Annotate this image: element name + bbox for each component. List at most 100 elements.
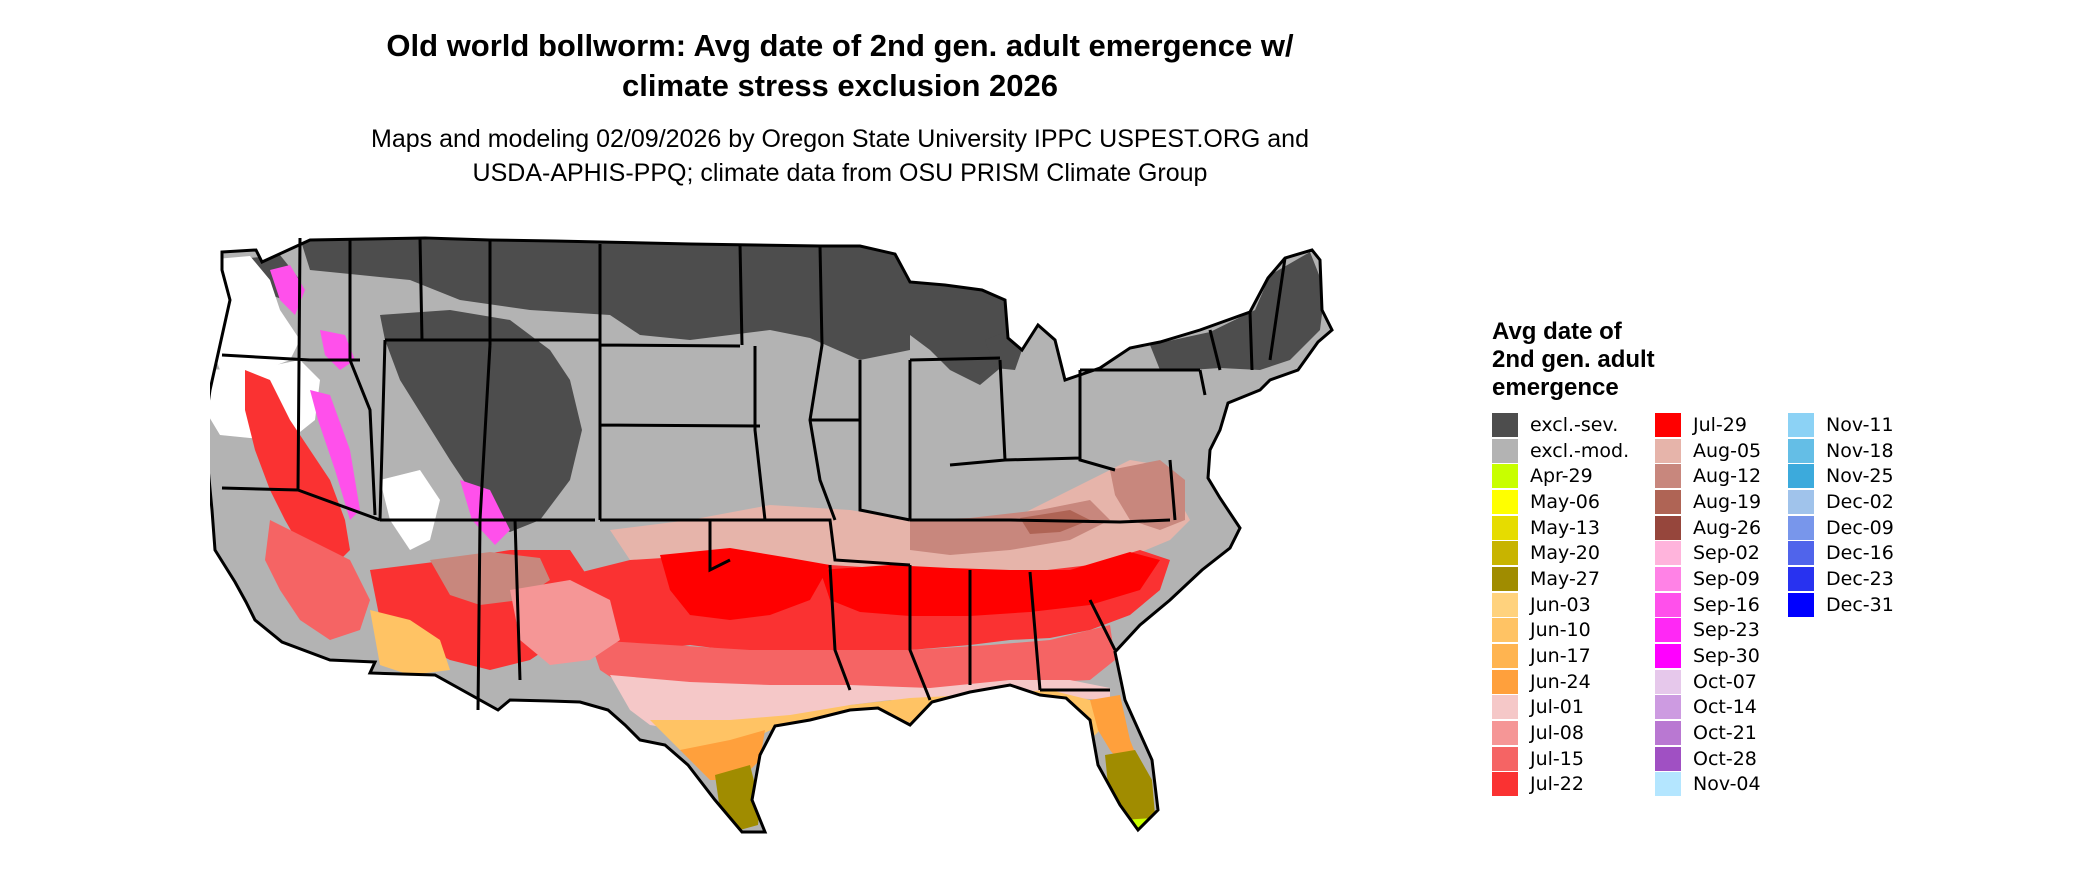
- legend-swatch: [1655, 721, 1681, 746]
- state-lines: [221, 237, 1287, 711]
- region-red-light-california-south: [265, 520, 370, 640]
- legend-label: Oct-07: [1693, 670, 1757, 693]
- legend-title-line-3: emergence: [1492, 374, 1619, 401]
- legend-label: Jun-10: [1530, 619, 1591, 642]
- legend-label: Apr-29: [1530, 465, 1593, 488]
- legend-item: Oct-14: [1655, 695, 1761, 721]
- legend-swatch: [1655, 618, 1681, 643]
- legend-item: Jul-01: [1492, 695, 1629, 721]
- legend-swatch: [1492, 438, 1518, 463]
- region-severe-north-plains: [300, 238, 910, 360]
- legend-swatch: [1788, 489, 1814, 514]
- legend-swatch: [1788, 566, 1814, 591]
- legend-item: excl.-mod.: [1492, 438, 1629, 464]
- legend-item: Jul-29: [1655, 412, 1761, 438]
- legend-swatch: [1788, 541, 1814, 566]
- legend-item: Jun-17: [1492, 643, 1629, 669]
- legend-swatch: [1655, 695, 1681, 720]
- legend-label: May-06: [1530, 490, 1600, 513]
- legend-swatch: [1788, 592, 1814, 617]
- legend-item: May-06: [1492, 489, 1629, 515]
- legend-label: Jun-17: [1530, 645, 1591, 668]
- legend-item: Aug-19: [1655, 489, 1761, 515]
- region-red-deep-oklahoma: [660, 548, 830, 620]
- legend-label: Aug-26: [1693, 516, 1762, 539]
- legend-column-2: Jul-29 Aug-05 Aug-12 Aug-19 Aug-26 Sep-02 Sep-…: [1655, 412, 1761, 797]
- legend-item: Sep-09: [1655, 566, 1761, 592]
- legend-swatch: [1655, 566, 1681, 591]
- region-rose-new-mexico: [510, 580, 620, 665]
- legend-label: Dec-02: [1826, 490, 1894, 513]
- legend-label: May-27: [1530, 567, 1600, 590]
- legend-item: Sep-16: [1655, 592, 1761, 618]
- legend-swatch: [1492, 566, 1518, 591]
- map-subtitle-line-1: Maps and modeling 02/09/2026 by Oregon S…: [371, 125, 1309, 153]
- region-olive-florida: [1105, 750, 1155, 832]
- legend-swatch: [1655, 464, 1681, 489]
- legend-label: Oct-28: [1693, 747, 1757, 770]
- legend-swatch: [1492, 772, 1518, 797]
- state-boundaries: [210, 236, 1334, 834]
- region-white-pacific-northwest: [210, 256, 300, 375]
- legend-item: Dec-23: [1788, 566, 1894, 592]
- legend-item: Dec-16: [1788, 540, 1894, 566]
- legend-swatch: [1655, 644, 1681, 669]
- legend-label: Aug-05: [1693, 439, 1762, 462]
- legend-swatch: [1788, 464, 1814, 489]
- legend-item: Nov-18: [1788, 438, 1894, 464]
- legend-item: Dec-09: [1788, 515, 1894, 541]
- legend-label: Dec-09: [1826, 516, 1894, 539]
- legend-label: Dec-31: [1826, 593, 1894, 616]
- us-emergence-map: [210, 236, 1334, 834]
- region-magenta-utah-fringe: [460, 480, 510, 545]
- legend-item: excl.-sev.: [1492, 412, 1629, 438]
- map-title-line-1: Old world bollworm: Avg date of 2nd gen.…: [386, 28, 1294, 63]
- legend-label: Jun-03: [1530, 593, 1591, 616]
- region-magenta-washington: [270, 265, 305, 315]
- legend-swatch: [1655, 412, 1681, 437]
- region-brown-midsouth: [610, 460, 1190, 580]
- legend-title: Avg date of 2nd gen. adult emergence: [1492, 318, 1655, 402]
- legend-label: May-20: [1530, 542, 1600, 565]
- legend-label: Sep-30: [1693, 645, 1760, 668]
- region-red-light-gulf: [590, 625, 1115, 690]
- legend-swatch: [1492, 746, 1518, 771]
- legend-item: Oct-21: [1655, 720, 1761, 746]
- legend-item: May-13: [1492, 515, 1629, 541]
- legend-swatch: [1492, 721, 1518, 746]
- legend-item: Jun-24: [1492, 669, 1629, 695]
- region-severe-rockies: [380, 310, 582, 532]
- legend-swatch: [1492, 618, 1518, 643]
- legend-label: Nov-11: [1826, 413, 1894, 436]
- legend-item: Nov-25: [1788, 463, 1894, 489]
- legend-label: excl.-mod.: [1530, 439, 1630, 462]
- region-orange-sonoran: [370, 610, 450, 675]
- legend-swatch: [1655, 772, 1681, 797]
- legend-label: Oct-21: [1693, 722, 1757, 745]
- region-brown-mid-atlantic: [1110, 460, 1185, 530]
- legend-label: excl.-sev.: [1530, 413, 1619, 436]
- legend-swatch: [1655, 489, 1681, 514]
- legend-item: Oct-28: [1655, 746, 1761, 772]
- legend-label: Dec-16: [1826, 542, 1894, 565]
- legend-label: Aug-12: [1693, 465, 1762, 488]
- region-red-deep-mississippi: [820, 552, 1160, 616]
- legend-label: Aug-19: [1693, 490, 1762, 513]
- legend-item: Aug-26: [1655, 515, 1761, 541]
- legend-label: Dec-23: [1826, 567, 1894, 590]
- legend-swatch: [1655, 515, 1681, 540]
- legend-label: Sep-02: [1693, 542, 1760, 565]
- region-white-great-basin: [380, 470, 440, 550]
- legend-label: Nov-18: [1826, 439, 1894, 462]
- legend-label: Nov-04: [1693, 773, 1761, 796]
- legend-swatch: [1492, 669, 1518, 694]
- legend-swatch: [1492, 489, 1518, 514]
- legend-item: Dec-31: [1788, 592, 1894, 618]
- legend-swatch: [1788, 412, 1814, 437]
- legend-item: Jul-22: [1492, 772, 1629, 798]
- legend-item: Jul-15: [1492, 746, 1629, 772]
- legend-label: Oct-14: [1693, 696, 1757, 719]
- legend-item: Aug-05: [1655, 438, 1761, 464]
- legend-item: Sep-30: [1655, 643, 1761, 669]
- legend-swatch: [1788, 438, 1814, 463]
